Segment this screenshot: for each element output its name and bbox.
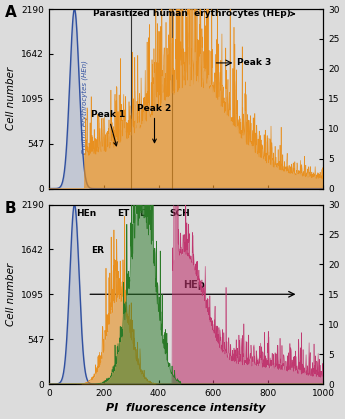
Text: LT: LT — [139, 209, 150, 218]
Text: Parasitized human  erythrocytes (HEp): Parasitized human erythrocytes (HEp) — [93, 9, 294, 18]
Text: HEn: HEn — [76, 209, 97, 218]
Y-axis label: Cell number: Cell number — [6, 263, 16, 326]
Text: HEp: HEp — [183, 280, 205, 290]
Text: Peak 1: Peak 1 — [91, 110, 125, 146]
Y-axis label: Cell number: Cell number — [6, 67, 16, 130]
Text: Peak 3: Peak 3 — [237, 58, 271, 67]
Text: B: B — [5, 201, 17, 216]
Text: Peak 2: Peak 2 — [137, 104, 171, 142]
Text: Control erythrocytes (HEn): Control erythrocytes (HEn) — [81, 59, 88, 153]
Text: SCH: SCH — [170, 209, 190, 218]
Text: A: A — [5, 5, 17, 21]
Text: ET: ET — [118, 209, 130, 218]
Text: ER: ER — [91, 246, 105, 255]
X-axis label: PI  fluorescence intensity: PI fluorescence intensity — [106, 403, 266, 414]
